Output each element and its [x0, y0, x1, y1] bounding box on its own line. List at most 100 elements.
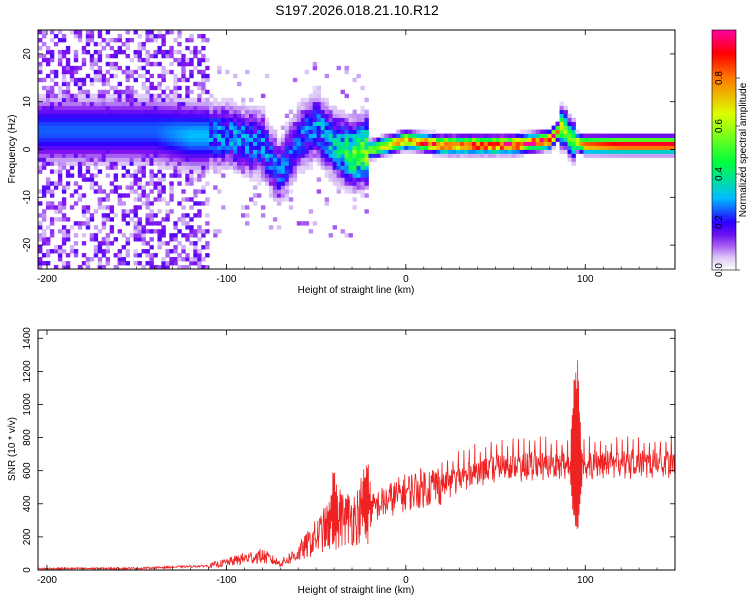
- spectrogram-cell: [105, 213, 111, 218]
- spectrogram-cell: [65, 265, 71, 270]
- spectrogram-cell: [416, 145, 421, 150]
- spectrogram-cell: [45, 137, 51, 142]
- spectrogram-cell: [252, 161, 258, 166]
- spectrogram-cell: [475, 149, 481, 154]
- spectrogram-cell: [125, 161, 130, 166]
- spectrogram-cell: [169, 257, 174, 262]
- spectrogram-cell: [312, 65, 318, 71]
- spectrogram-cell: [332, 109, 337, 115]
- spectrogram-cell: [205, 113, 210, 119]
- spectrogram-cell: [89, 233, 95, 238]
- spectrogram-cell: [53, 81, 59, 87]
- spectrogram-cell: [57, 249, 63, 254]
- spectrogram-cell: [356, 145, 361, 150]
- spectrogram-cell: [41, 209, 47, 214]
- spectrogram-cell: [193, 257, 198, 262]
- spectrogram-cell: [316, 177, 322, 182]
- spectrogram-cell: [583, 133, 588, 138]
- spectrogram-cell: [635, 149, 640, 154]
- spectrogram-cell: [137, 93, 142, 99]
- spectrogram-cell: [193, 117, 198, 123]
- spectrogram-cell: [177, 97, 182, 103]
- spectrogram-cell: [125, 149, 130, 154]
- spectrogram-cell: [97, 33, 103, 39]
- spectrogram-cell: [129, 217, 134, 222]
- spectrogram-cell: [440, 149, 445, 154]
- spectrogram-cell: [340, 89, 345, 95]
- spectrogram-cell: [260, 169, 266, 174]
- spectrogram-cell: [416, 133, 421, 138]
- spectrogram-cell: [288, 197, 294, 202]
- spectrogram-cell: [157, 45, 162, 51]
- spectrogram-cell: [121, 201, 126, 206]
- spectrogram-cell: [268, 125, 274, 130]
- spectrogram-cell: [296, 133, 302, 138]
- spectrogram-cell: [292, 177, 298, 182]
- spectrogram-cell: [181, 121, 186, 126]
- spectrogram-cell: [201, 97, 206, 103]
- spectrogram-cell: [340, 149, 345, 154]
- spectrogram-cell: [519, 149, 525, 154]
- spectrogram-cell: [89, 173, 95, 178]
- spectrogram-cell: [428, 137, 433, 142]
- spectrogram-cell: [205, 153, 210, 158]
- spectrogram-cell: [193, 81, 198, 87]
- spectrogram-cell: [428, 149, 433, 154]
- spectrogram-cell: [364, 109, 369, 115]
- spectrogram-cell: [456, 141, 461, 146]
- spectrogram-cell: [352, 141, 357, 146]
- spectrogram-cell: [197, 121, 202, 126]
- spectrogram-cell: [125, 113, 130, 119]
- spectrogram-cell: [241, 165, 246, 170]
- figure-title: S197.2026.018.21.10.R12: [275, 2, 439, 18]
- spectrogram-cell: [575, 133, 580, 138]
- spectrogram-cell: [161, 261, 166, 266]
- spectrogram-cell: [161, 177, 166, 182]
- spectrogram-cell: [77, 265, 83, 270]
- spectrogram-cell: [587, 141, 592, 146]
- spectrogram-cell: [245, 157, 250, 162]
- spectrogram-cell: [316, 85, 322, 91]
- spectrogram-cell: [61, 201, 67, 206]
- spectrogram-cell: [344, 113, 349, 119]
- spectrogram-cell: [336, 129, 341, 134]
- spectrogram-cell: [125, 221, 130, 226]
- spectrogram-cell: [312, 117, 318, 123]
- spectrogram-cell: [109, 117, 115, 123]
- spectrogram-cell: [181, 257, 186, 262]
- spectrogram-cell: [93, 225, 99, 230]
- spectrogram-cell: [53, 141, 59, 146]
- spectrogram-cell: [69, 65, 75, 71]
- spectrogram-cell: [197, 173, 202, 178]
- spectrogram-cell: [109, 181, 115, 186]
- spectrogram-cell: [328, 149, 334, 154]
- spectrogram-cell: [344, 141, 349, 146]
- spectrogram-cell: [340, 113, 345, 119]
- spectrogram-cell: [105, 30, 111, 35]
- spectrogram-cell: [53, 109, 59, 115]
- spectrogram-cell: [45, 153, 51, 158]
- spectrogram-cell: [567, 137, 572, 142]
- spectrogram-cell: [181, 65, 186, 71]
- spectrogram-cell: [475, 153, 481, 158]
- spectrogram-cell: [324, 141, 330, 146]
- spectrogram-cell: [245, 169, 250, 174]
- spectrogram-cell: [272, 145, 278, 150]
- spectrogram-cell: [153, 265, 158, 270]
- spectrogram-cell: [300, 129, 306, 134]
- spectrogram-cell: [655, 133, 660, 138]
- spectrogram-cell: [272, 181, 278, 186]
- spectrogram-cell: [65, 169, 71, 174]
- spectrogram-cell: [237, 161, 242, 166]
- spectrogram-cell: [189, 33, 194, 39]
- spectrogram-cell: [591, 153, 596, 158]
- spectrogram-cell: [181, 61, 186, 67]
- spectrogram-cell: [173, 161, 178, 166]
- spectrogram-cell: [432, 137, 437, 142]
- spectrogram-cell: [57, 89, 63, 95]
- spectrogram-cell: [201, 37, 206, 43]
- spectrogram-cell: [499, 133, 505, 138]
- spectrogram-cell: [73, 253, 79, 258]
- spectrogram-cell: [356, 185, 361, 190]
- spectrogram-cell: [133, 129, 138, 134]
